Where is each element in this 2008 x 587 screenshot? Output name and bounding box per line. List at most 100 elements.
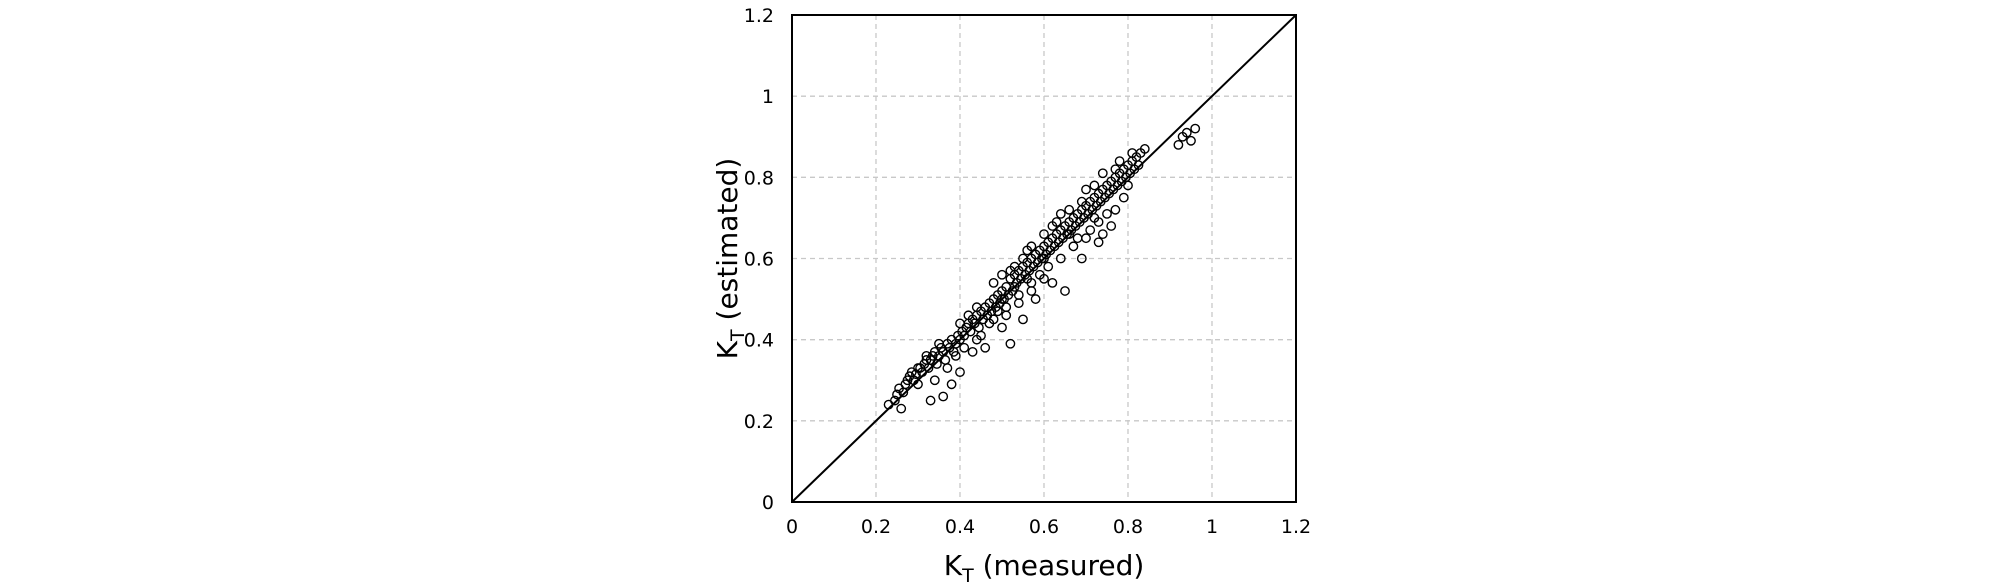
data-point bbox=[1047, 277, 1058, 288]
data-point bbox=[946, 379, 957, 390]
data-point bbox=[1001, 310, 1012, 321]
data-point bbox=[955, 318, 965, 329]
data-point bbox=[963, 310, 974, 321]
data-point bbox=[1026, 286, 1037, 296]
data-point bbox=[997, 269, 1007, 280]
data-point bbox=[1186, 135, 1196, 146]
x-axis-label-subscript: T bbox=[961, 565, 974, 587]
y-tick-label: 0.4 bbox=[744, 330, 774, 352]
x-axis-label-rest: (measured) bbox=[974, 549, 1145, 582]
data-point bbox=[997, 294, 1007, 304]
x-tick-label: 0.2 bbox=[861, 516, 891, 538]
data-point bbox=[967, 346, 978, 357]
data-point bbox=[1081, 184, 1091, 195]
x-tick-label: 0.4 bbox=[945, 516, 975, 538]
x-tick-label: 0.8 bbox=[1113, 516, 1143, 538]
data-point bbox=[965, 326, 976, 337]
x-tick-label: 1 bbox=[1206, 516, 1218, 538]
x-tick-label: 0 bbox=[786, 516, 798, 538]
y-axis-label-rest: (estimated) bbox=[711, 158, 744, 330]
data-point bbox=[1181, 127, 1192, 138]
data-point bbox=[1139, 144, 1150, 154]
data-point bbox=[1068, 241, 1079, 252]
data-point bbox=[1064, 204, 1075, 215]
data-point bbox=[896, 403, 907, 414]
data-point bbox=[1089, 213, 1100, 223]
data-point bbox=[1039, 229, 1049, 240]
data-point bbox=[1106, 221, 1117, 231]
data-point bbox=[1123, 180, 1133, 191]
y-tick-label: 0.6 bbox=[744, 249, 774, 271]
data-point bbox=[1026, 241, 1037, 252]
y-tick-label: 0.2 bbox=[744, 411, 774, 433]
data-point bbox=[1005, 265, 1016, 276]
y-axis-ticks: 0 0.2 0.4 0.6 0.8 1 1.2 bbox=[744, 5, 774, 514]
y-tick-label: 1 bbox=[762, 86, 774, 108]
data-point bbox=[959, 342, 970, 353]
y-axis-label: KT (estimated) bbox=[711, 158, 749, 360]
y-axis-label-main: K bbox=[711, 340, 744, 359]
data-point bbox=[980, 342, 991, 353]
data-point bbox=[997, 322, 1007, 333]
data-point bbox=[934, 338, 944, 349]
data-point bbox=[1097, 229, 1108, 240]
x-tick-label: 0.6 bbox=[1029, 516, 1059, 538]
data-point bbox=[1093, 237, 1104, 248]
data-point bbox=[1039, 253, 1049, 264]
data-point bbox=[1114, 156, 1125, 167]
x-axis-label-main: K bbox=[944, 549, 963, 582]
data-point bbox=[1110, 204, 1121, 215]
data-point bbox=[1064, 229, 1075, 240]
data-point bbox=[1005, 338, 1016, 349]
data-point bbox=[1022, 273, 1033, 284]
data-point bbox=[971, 302, 982, 313]
data-point bbox=[892, 389, 902, 400]
data-point bbox=[988, 314, 999, 325]
data-points bbox=[883, 123, 1201, 414]
data-point bbox=[1055, 253, 1066, 264]
data-point bbox=[1081, 233, 1091, 244]
data-point bbox=[1097, 168, 1108, 179]
data-point bbox=[1018, 314, 1028, 325]
data-point bbox=[913, 379, 923, 390]
y-tick-label: 1.2 bbox=[744, 5, 774, 27]
data-point bbox=[1030, 294, 1041, 304]
data-point bbox=[1055, 208, 1066, 219]
data-point bbox=[1043, 261, 1054, 272]
data-point bbox=[925, 395, 936, 406]
plot-area-frame bbox=[791, 14, 1297, 503]
data-point bbox=[929, 375, 940, 386]
x-axis-ticks: 0 0.2 0.4 0.6 0.8 1 1.2 bbox=[786, 516, 1311, 538]
data-point bbox=[1085, 225, 1096, 235]
y-tick-label: 0.8 bbox=[744, 167, 774, 189]
data-point bbox=[1009, 282, 1020, 292]
data-point bbox=[913, 363, 923, 373]
x-tick-label: 1.2 bbox=[1281, 516, 1311, 538]
data-point bbox=[942, 363, 953, 373]
data-point bbox=[1018, 253, 1028, 264]
data-point bbox=[1127, 148, 1138, 158]
data-point bbox=[1133, 160, 1144, 171]
y-tick-label: 0 bbox=[762, 492, 774, 514]
data-point bbox=[1173, 139, 1184, 150]
data-point bbox=[988, 277, 999, 288]
data-point bbox=[1047, 221, 1058, 231]
data-point bbox=[921, 350, 932, 361]
data-point bbox=[1039, 273, 1049, 284]
data-point bbox=[992, 306, 1003, 317]
data-point bbox=[1110, 164, 1121, 175]
data-point bbox=[1013, 298, 1024, 309]
x-axis-label: KT (measured) bbox=[944, 549, 1145, 587]
y-axis-label-subscript: T bbox=[727, 329, 749, 342]
data-point bbox=[955, 367, 965, 378]
data-point bbox=[1118, 192, 1129, 203]
data-point bbox=[1190, 123, 1201, 134]
data-point bbox=[971, 334, 982, 345]
data-point bbox=[1060, 286, 1070, 296]
data-point bbox=[890, 395, 900, 406]
data-point bbox=[1089, 180, 1100, 191]
data-point bbox=[950, 350, 961, 361]
data-point bbox=[1076, 253, 1087, 264]
data-point bbox=[1076, 196, 1087, 207]
